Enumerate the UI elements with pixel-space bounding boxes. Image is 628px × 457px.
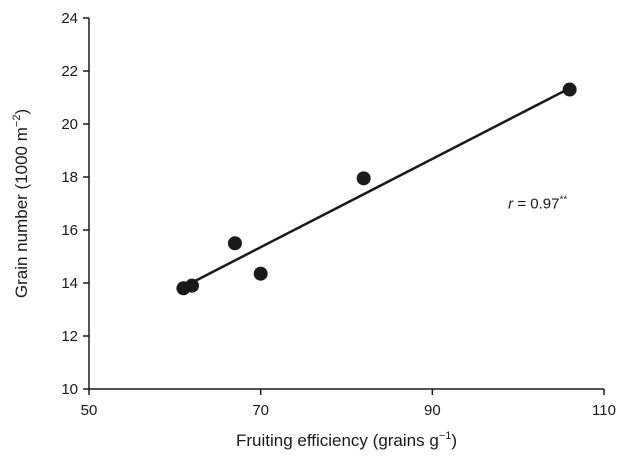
y-tick-label: 20	[61, 116, 78, 133]
y-tick-label: 22	[61, 63, 78, 80]
y-tick-label: 18	[61, 169, 78, 186]
data-point	[227, 236, 242, 251]
tick-marks	[83, 17, 605, 395]
x-tick-label: 90	[424, 402, 441, 419]
x-tick-label: 70	[252, 402, 269, 419]
y-tick-label: 12	[61, 328, 78, 345]
x-axis-label: Fruiting efficiency (grains g−1)	[236, 430, 457, 450]
x-tick-label: 50	[81, 402, 98, 419]
data-points	[176, 82, 577, 296]
data-point	[356, 171, 371, 186]
regression-line-group	[182, 87, 571, 289]
regression-line	[182, 87, 571, 289]
y-axis-label: Grain number (1000 m−2)	[11, 109, 31, 298]
correlation-annotation: r = 0.97**	[508, 195, 567, 213]
y-tick-label: 10	[61, 381, 78, 398]
data-point	[253, 266, 268, 281]
y-tick-label: 14	[61, 275, 78, 292]
data-point	[562, 82, 577, 97]
data-point	[185, 278, 199, 293]
axes	[88, 18, 604, 390]
y-tick-label: 16	[61, 222, 78, 239]
x-tick-label: 110	[592, 402, 616, 419]
labels: 10 12 14 16 18 20 22 24 50 70 90 110 r = 0.97** Fruit…	[11, 10, 616, 450]
y-tick-label: 24	[61, 10, 78, 27]
